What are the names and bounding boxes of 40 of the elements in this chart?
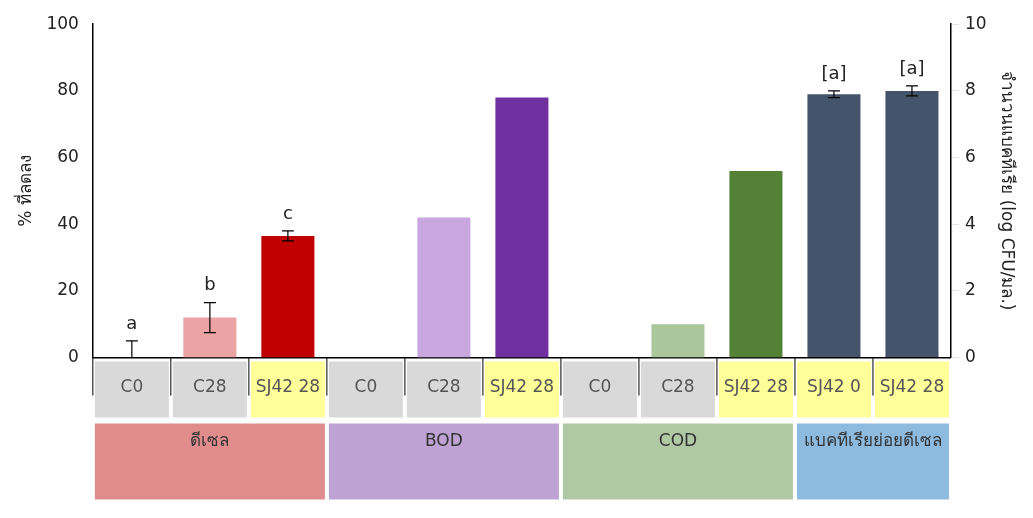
x-tick-label: SJ42 28: [879, 376, 945, 397]
y-tick-label: 60: [57, 145, 79, 166]
y-tick-label: 80: [57, 79, 79, 100]
data-label: [a]: [899, 56, 925, 78]
x-tick-label: SJ42 28: [489, 376, 555, 397]
data-label: [a]: [821, 61, 847, 83]
x-tick-label: SJ42 0: [807, 376, 861, 397]
x-tick-label: SJ42 28: [255, 376, 321, 397]
text: COD: [658, 430, 698, 451]
y-axis-title: % ที่ลดลง: [12, 155, 35, 227]
y-tick-label: 0: [68, 346, 79, 367]
y2-tick-label: 4: [964, 212, 976, 233]
x-tick-label: C0: [354, 376, 378, 397]
x-tick-label: SJ42 28: [723, 376, 789, 397]
bar: [261, 235, 315, 358]
x-tick-label: C28: [427, 376, 461, 397]
y-tick-label: 20: [57, 279, 79, 300]
y2-tick-label: 0: [964, 346, 976, 367]
x-tick-label: C28: [193, 376, 227, 397]
y2-tick-label: 10: [964, 12, 987, 33]
bar: [183, 317, 237, 358]
data-label: b: [204, 273, 216, 295]
y-tick-label: 100: [46, 12, 79, 33]
x-tick-label: C0: [588, 376, 612, 397]
bar: [651, 324, 705, 358]
text: แบคทีเรียย่อยดีเซล: [803, 430, 942, 451]
x-tick-label: C0: [120, 376, 144, 397]
bar: [495, 97, 549, 358]
y2-axis-title: จำนวนแบคทีเรีย (log CFU/มล.): [998, 71, 1019, 311]
y-tick-label: 40: [57, 212, 79, 233]
text: BOD: [424, 430, 463, 451]
y2-tick-label: 2: [964, 279, 976, 300]
x-tick-label: C28: [661, 376, 695, 397]
data-label: c: [282, 201, 293, 223]
bar: [729, 170, 783, 358]
text: ดีเซล: [190, 430, 230, 451]
y2-tick-label: 8: [964, 79, 976, 100]
y2-tick-label: 6: [964, 145, 976, 166]
data-label: a: [126, 311, 138, 333]
bar: [417, 217, 471, 358]
